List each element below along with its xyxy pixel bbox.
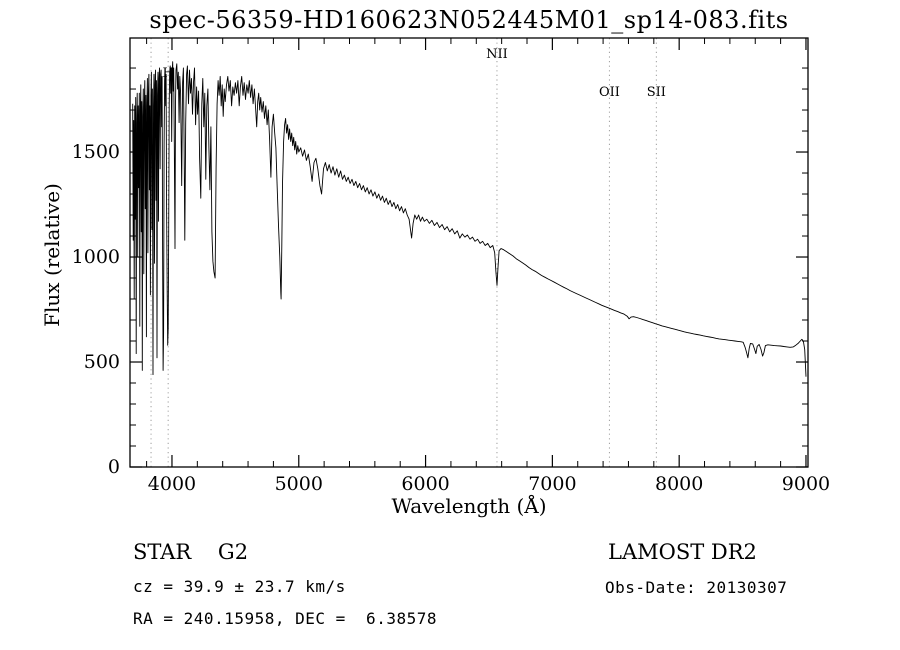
reference-line-label: H	[162, 66, 173, 81]
y-axis-label: Flux (relative)	[40, 183, 64, 327]
reference-line-label: OII	[599, 85, 620, 100]
x-tick-label: 9000	[782, 473, 830, 495]
axis-frame	[129, 37, 809, 468]
x-tick-label: 7000	[528, 473, 576, 495]
spectrum-trace	[132, 61, 807, 377]
reference-line-label: SII	[647, 85, 666, 100]
obs-date-text: Obs-Date: 20130307	[605, 578, 788, 597]
x-tick-label: 4000	[148, 473, 196, 495]
y-tick-label: 500	[84, 351, 120, 373]
x-axis-label: Wavelength (Å)	[391, 494, 547, 518]
y-tick-label: 0	[108, 456, 120, 478]
object-class-label: STAR G2	[133, 540, 249, 564]
spectrum-path	[132, 61, 807, 377]
y-tick-label: 1000	[72, 246, 120, 268]
reference-lines: H NII OII SII	[150, 38, 666, 467]
y-tick-label: 1500	[72, 141, 120, 163]
radial-velocity-text: cz = 39.9 ± 23.7 km/s	[133, 577, 346, 596]
axes: 4000 5000 6000 7000 8000 9000 0 500 1000 1500	[72, 37, 830, 495]
x-tick-label: 5000	[275, 473, 323, 495]
x-tick-label: 6000	[401, 473, 449, 495]
reference-line-label: NII	[486, 47, 508, 62]
survey-release-label: LAMOST DR2	[608, 540, 757, 564]
x-tick-label: 8000	[655, 473, 703, 495]
coordinates-text: RA = 240.15958, DEC = 6.38578	[133, 609, 437, 628]
plot-title: spec-56359-HD160623N052445M01_sp14-083.f…	[149, 6, 789, 34]
